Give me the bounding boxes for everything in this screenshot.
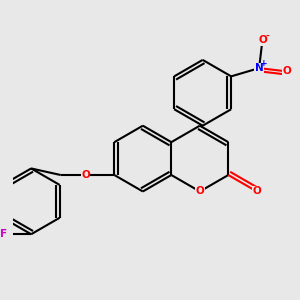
Text: O: O [252, 187, 261, 196]
Text: O: O [258, 35, 267, 45]
Text: +: + [260, 59, 268, 68]
Text: O: O [81, 170, 90, 180]
Text: N: N [255, 63, 263, 73]
Text: F: F [0, 229, 7, 239]
Text: O: O [283, 66, 292, 76]
Text: O: O [195, 187, 204, 196]
Text: -: - [266, 32, 269, 41]
